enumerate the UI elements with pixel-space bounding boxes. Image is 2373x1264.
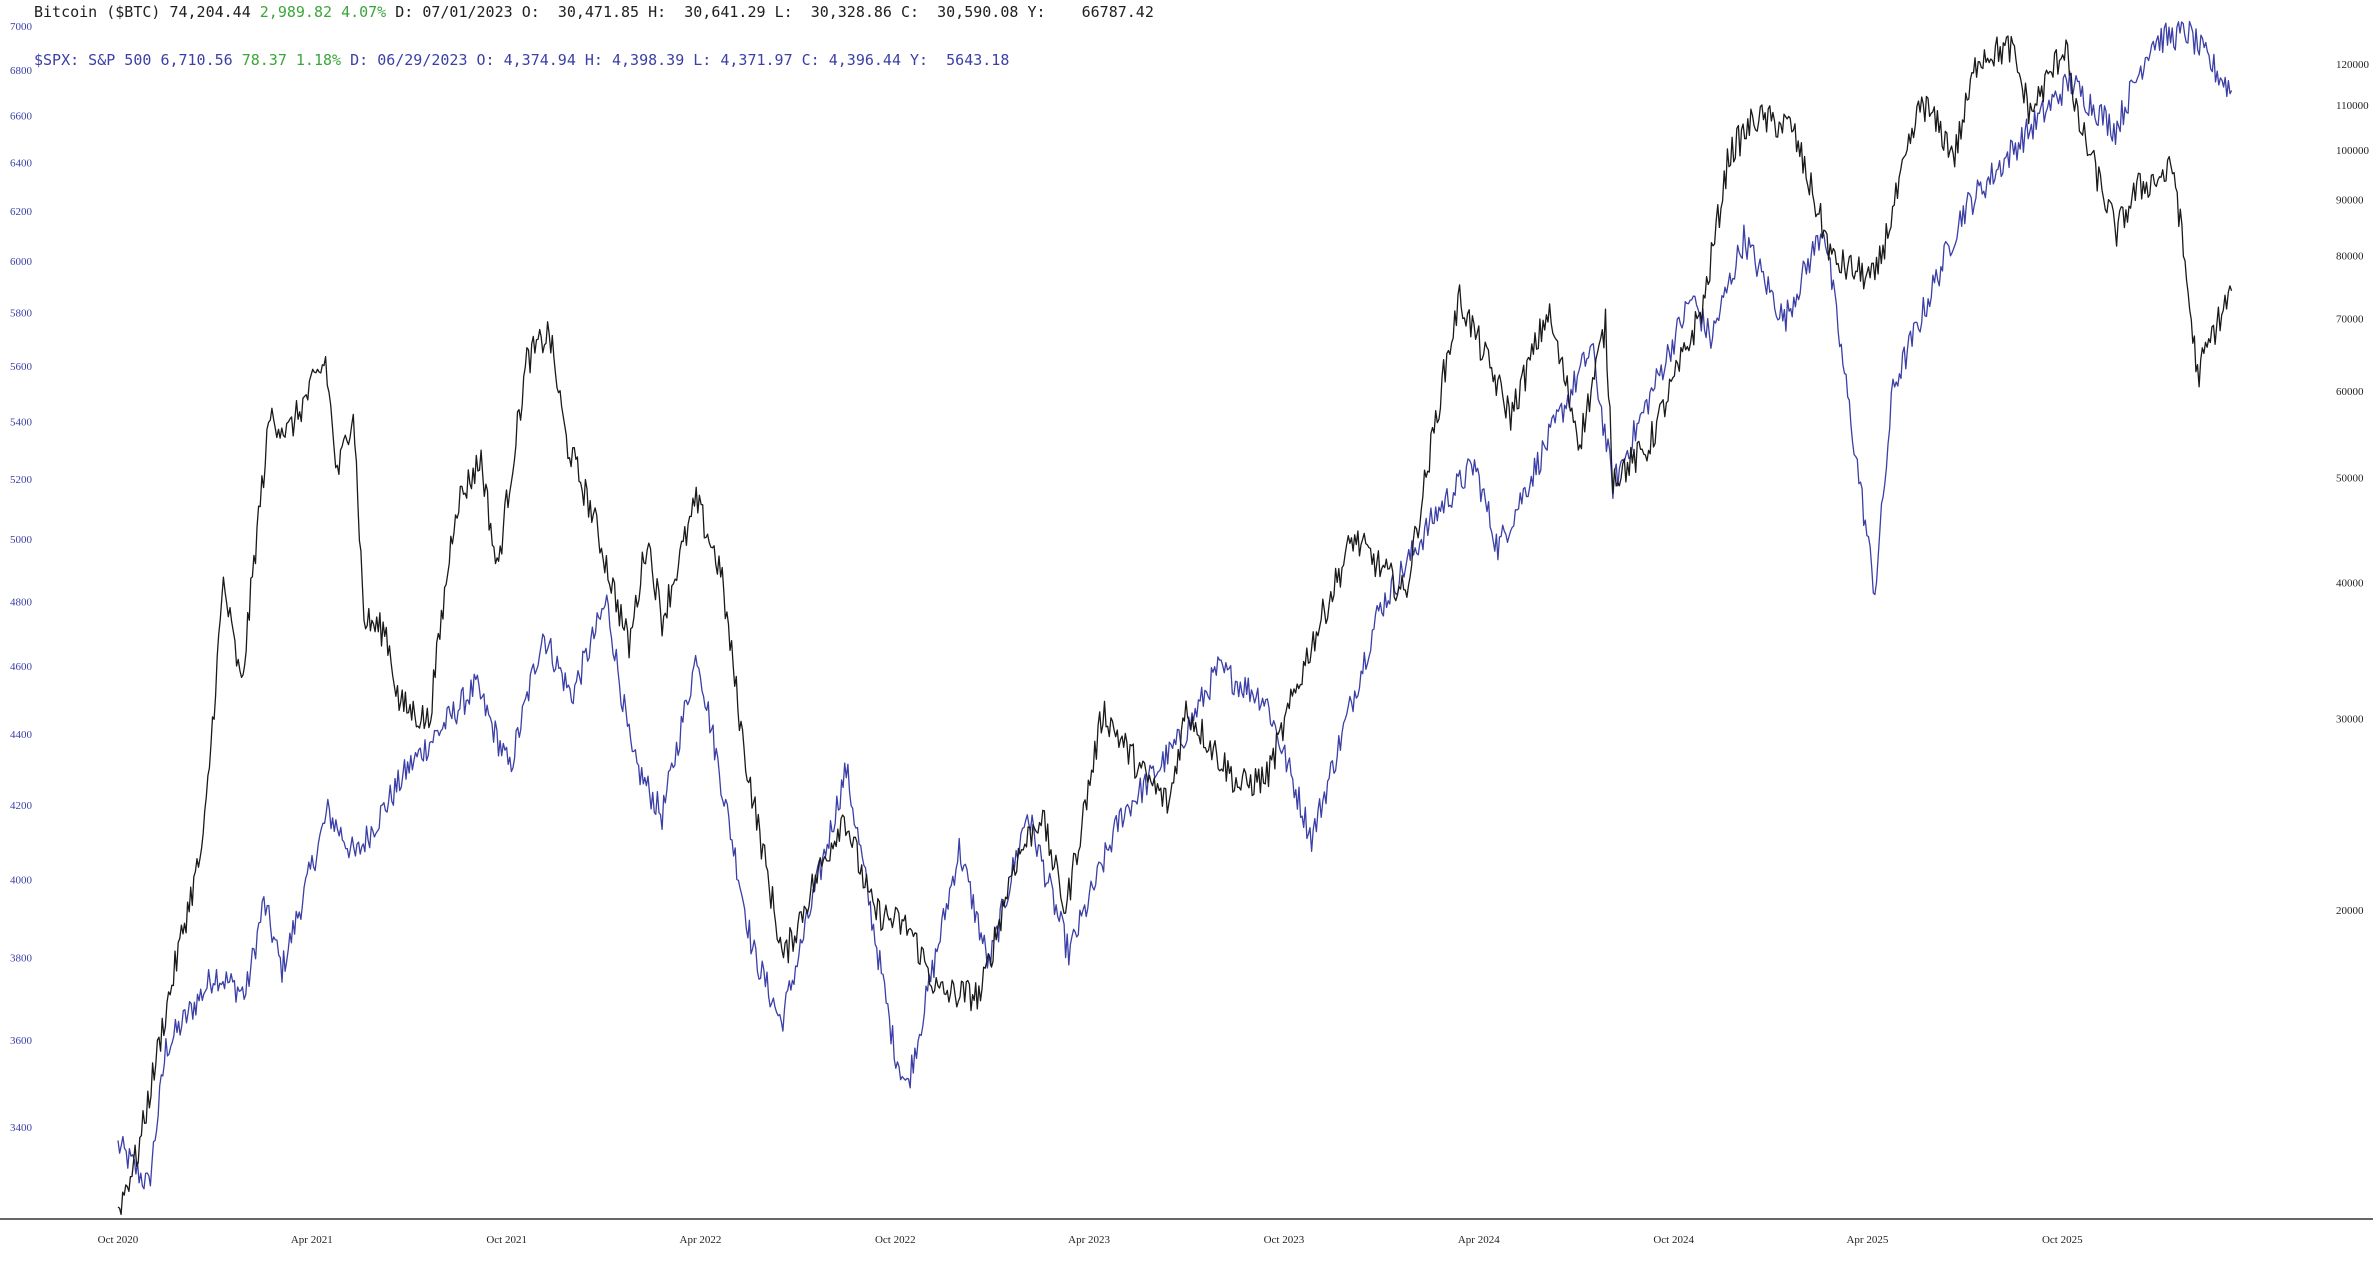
- btc-date: 07/01/2023: [422, 3, 513, 21]
- spx-low: 4,371.97: [720, 51, 793, 69]
- x-axis-tick-label: Oct 2022: [875, 1234, 916, 1246]
- btc-last: 74,204.44: [169, 3, 251, 21]
- spx-name: $SPX: S&P 500: [34, 51, 152, 69]
- left-axis-tick-label: 6200: [10, 206, 33, 218]
- btc-change: 2,989.82: [259, 3, 333, 21]
- left-axis-tick-label: 6400: [10, 158, 33, 170]
- x-axis-tick-label: Apr 2023: [1068, 1234, 1110, 1246]
- spx-close: 4,396.44: [828, 51, 901, 69]
- left-axis-tick-label: 5600: [10, 361, 33, 373]
- left-axis-tick-label: 3800: [10, 952, 33, 964]
- spx-date-label: D:: [350, 51, 369, 69]
- left-axis: 3400 3600 3800 4000 4200 4400 4600 4800 5000 5200…: [10, 21, 33, 1134]
- btc-open-label: O:: [521, 3, 540, 21]
- btc-open: 30,471.85: [557, 3, 640, 21]
- x-axis-tick-label: Apr 2024: [1458, 1234, 1500, 1246]
- spx-last: 6,710.56: [160, 51, 233, 69]
- btc-price-line: [117, 35, 2233, 1216]
- spx-close-label: C:: [801, 51, 820, 69]
- left-axis-tick-label: 6600: [10, 111, 33, 123]
- spx-low-label: L:: [693, 51, 712, 69]
- left-axis-tick-label: 3400: [10, 1122, 33, 1134]
- spx-change-pct: 1.18%: [295, 51, 342, 69]
- spx-open: 4,374.94: [503, 51, 576, 69]
- x-axis-tick-label: Apr 2021: [291, 1234, 333, 1246]
- legend-btc: Bitcoin ($BTC) 74,204.44 2,989.82 4.07% …: [34, 3, 1154, 21]
- left-axis-tick-label: 3600: [10, 1035, 33, 1047]
- spx-y-label: Y:: [910, 51, 929, 69]
- right-axis-tick-label: 90000: [2336, 195, 2364, 207]
- left-axis-tick-label: 4400: [10, 729, 33, 741]
- spx-price-line: [117, 20, 2233, 1190]
- left-axis-tick-label: 5400: [10, 417, 33, 429]
- btc-low: 30,328.86: [810, 3, 892, 21]
- right-axis: 20000 30000 40000 50000 60000 70000 80000 90000…: [2336, 59, 2370, 917]
- right-axis-tick-label: 110000: [2336, 100, 2369, 112]
- right-axis-tick-label: 20000: [2336, 905, 2364, 917]
- btc-low-label: L:: [774, 3, 793, 21]
- x-axis-tick-label: Apr 2025: [1846, 1234, 1888, 1246]
- bottom-axis: Oct 2020 Apr 2021 Oct 2021 Apr 2022 Oct 2022…: [0, 1218, 2373, 1246]
- right-axis-tick-label: 40000: [2336, 578, 2364, 590]
- series-layer: [117, 20, 2233, 1216]
- left-axis-tick-label: 5800: [10, 308, 33, 320]
- right-axis-tick-label: 60000: [2336, 386, 2364, 398]
- btc-name: Bitcoin ($BTC): [34, 3, 161, 21]
- x-axis-tick-label: Oct 2020: [98, 1234, 139, 1246]
- left-axis-tick-label: 7000: [10, 21, 33, 33]
- spx-open-label: O:: [476, 51, 495, 69]
- spx-high: 4,398.39: [612, 51, 685, 69]
- right-axis-tick-label: 80000: [2336, 250, 2364, 262]
- left-axis-tick-label: 4200: [10, 800, 33, 812]
- left-axis-tick-label: 5200: [10, 474, 33, 486]
- spx-high-label: H:: [584, 51, 603, 69]
- x-axis-tick-label: Oct 2025: [2042, 1234, 2083, 1246]
- left-axis-tick-label: 4000: [10, 874, 33, 886]
- x-axis-tick-label: Oct 2023: [1264, 1234, 1305, 1246]
- left-axis-tick-label: 4600: [10, 661, 33, 673]
- btc-date-label: D:: [395, 3, 414, 21]
- spx-change: 78.37: [241, 51, 287, 69]
- spx-date: 06/29/2023: [377, 51, 468, 69]
- left-axis-tick-label: 6000: [10, 256, 33, 268]
- x-axis-tick-label: Apr 2022: [680, 1234, 722, 1246]
- x-axis-tick-label: Oct 2024: [1653, 1234, 1694, 1246]
- spx-y: 5643.18: [946, 51, 1010, 69]
- btc-high-label: H:: [648, 3, 667, 21]
- left-axis-tick-label: 4800: [10, 596, 33, 608]
- btc-change-pct: 4.07%: [341, 3, 387, 21]
- btc-high: 30,641.29: [684, 3, 766, 21]
- btc-y-label: Y:: [1027, 3, 1046, 21]
- btc-y: 66787.42: [1081, 3, 1154, 21]
- legend-spx: $SPX: S&P 500 6,710.56 78.37 1.18% D: 06…: [34, 51, 1009, 69]
- right-axis-tick-label: 100000: [2336, 145, 2370, 157]
- right-axis-tick-label: 70000: [2336, 313, 2364, 325]
- left-axis-tick-label: 6800: [10, 65, 33, 77]
- right-axis-tick-label: 30000: [2336, 714, 2364, 726]
- btc-close: 30,590.08: [937, 3, 1019, 21]
- btc-close-label: C:: [901, 3, 920, 21]
- x-axis-tick-label: Oct 2021: [486, 1234, 527, 1246]
- right-axis-tick-label: 50000: [2336, 472, 2364, 484]
- right-axis-tick-label: 120000: [2336, 59, 2370, 71]
- left-axis-tick-label: 5000: [10, 534, 33, 546]
